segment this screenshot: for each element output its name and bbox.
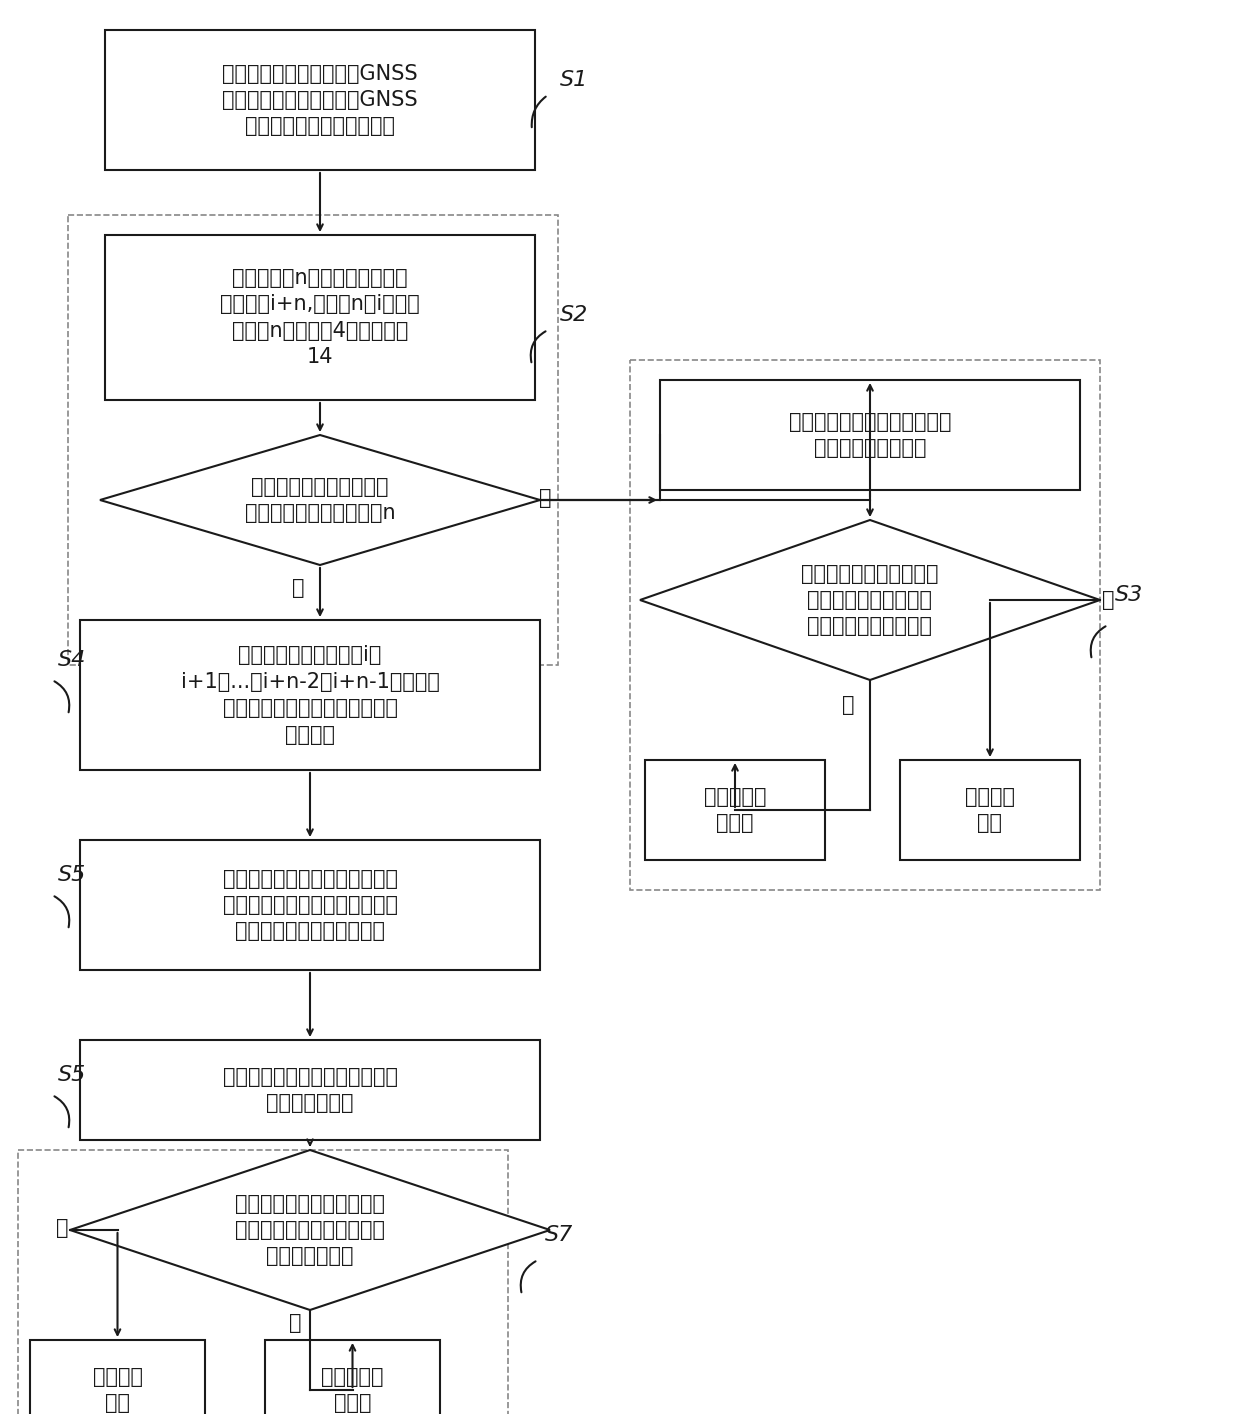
FancyBboxPatch shape [900,759,1080,860]
Text: S1: S1 [560,71,588,90]
Text: 是: 是 [289,1314,301,1333]
FancyBboxPatch shape [81,1041,539,1140]
FancyBboxPatch shape [105,30,534,170]
Text: 否: 否 [56,1217,68,1239]
FancyBboxPatch shape [660,380,1080,491]
Text: 否: 否 [1102,590,1115,609]
Polygon shape [640,520,1100,680]
FancyBboxPatch shape [81,619,539,771]
Text: S3: S3 [1115,585,1143,605]
Text: 判断所述观测对象的当前
累积观测历元数是否小于n: 判断所述观测对象的当前 累积观测历元数是否小于n [244,477,396,523]
FancyBboxPatch shape [645,759,825,860]
Text: 根据所述第一周跳参数浮
点解，进行整数周跳固
定、判断固定是否成功: 根据所述第一周跳参数浮 点解，进行整数周跳固 定、判断固定是否成功 [801,564,939,636]
Text: 根据所述第二周跳参数浮点
解，进行整数周跳固定，判
断固定是否成功: 根据所述第二周跳参数浮点 解，进行整数周跳固定，判 断固定是否成功 [236,1193,384,1267]
Text: S7: S7 [546,1225,573,1244]
Text: 根据所述观测对象在第i、
i+1、...、i+n-2、i+n-1历元的位
置参数，获取该时段内物体的动
力学模型: 根据所述观测对象在第i、 i+1、...、i+n-2、i+n-1历元的位 置参数… [181,645,439,745]
Text: S2: S2 [560,305,588,325]
Text: 获取观测对象的单频实时GNSS
观测数据，根据所述实时GNSS
观测数据构建三差观测方程: 获取观测对象的单频实时GNSS 观测数据，根据所述实时GNSS 观测数据构建三差… [222,64,418,136]
FancyBboxPatch shape [265,1340,440,1414]
Polygon shape [69,1150,551,1309]
Text: 输出所述整
数周跳: 输出所述整 数周跳 [321,1367,383,1413]
Text: 选取长度为n的时间窗口，设当
前历元为i+n,其中，n及i均为正
整数，n大于等于4，小于等于
14: 选取长度为n的时间窗口，设当 前历元为i+n,其中，n及i均为正 整数，n大于等… [221,267,420,368]
Text: 根据所述动力学模型及时间窗口
内各历元的三差观测方程，获取
带有约束条件的观测方程组: 根据所述动力学模型及时间窗口 内各历元的三差观测方程，获取 带有约束条件的观测方… [222,868,398,942]
Text: 否: 否 [291,578,304,598]
Text: 输出所述整
数周跳: 输出所述整 数周跳 [704,786,766,833]
Text: 周跳检测
失败: 周跳检测 失败 [965,786,1016,833]
Text: 是: 是 [842,696,854,715]
Text: S5: S5 [58,1065,87,1085]
FancyBboxPatch shape [81,840,539,970]
Polygon shape [100,436,539,566]
Text: 是: 是 [538,488,552,508]
FancyBboxPatch shape [105,235,534,400]
Text: S5: S5 [58,865,87,885]
Text: 根据所述三差观测方程组，获取
第二周跳浮点解: 根据所述三差观测方程组，获取 第二周跳浮点解 [222,1066,398,1113]
Text: 周跳检测
失败: 周跳检测 失败 [93,1367,143,1413]
Text: S4: S4 [58,650,87,670]
Text: 根据所述三差观测方程，获取
第一周跳参数浮点解: 根据所述三差观测方程，获取 第一周跳参数浮点解 [789,411,951,458]
FancyBboxPatch shape [30,1340,205,1414]
